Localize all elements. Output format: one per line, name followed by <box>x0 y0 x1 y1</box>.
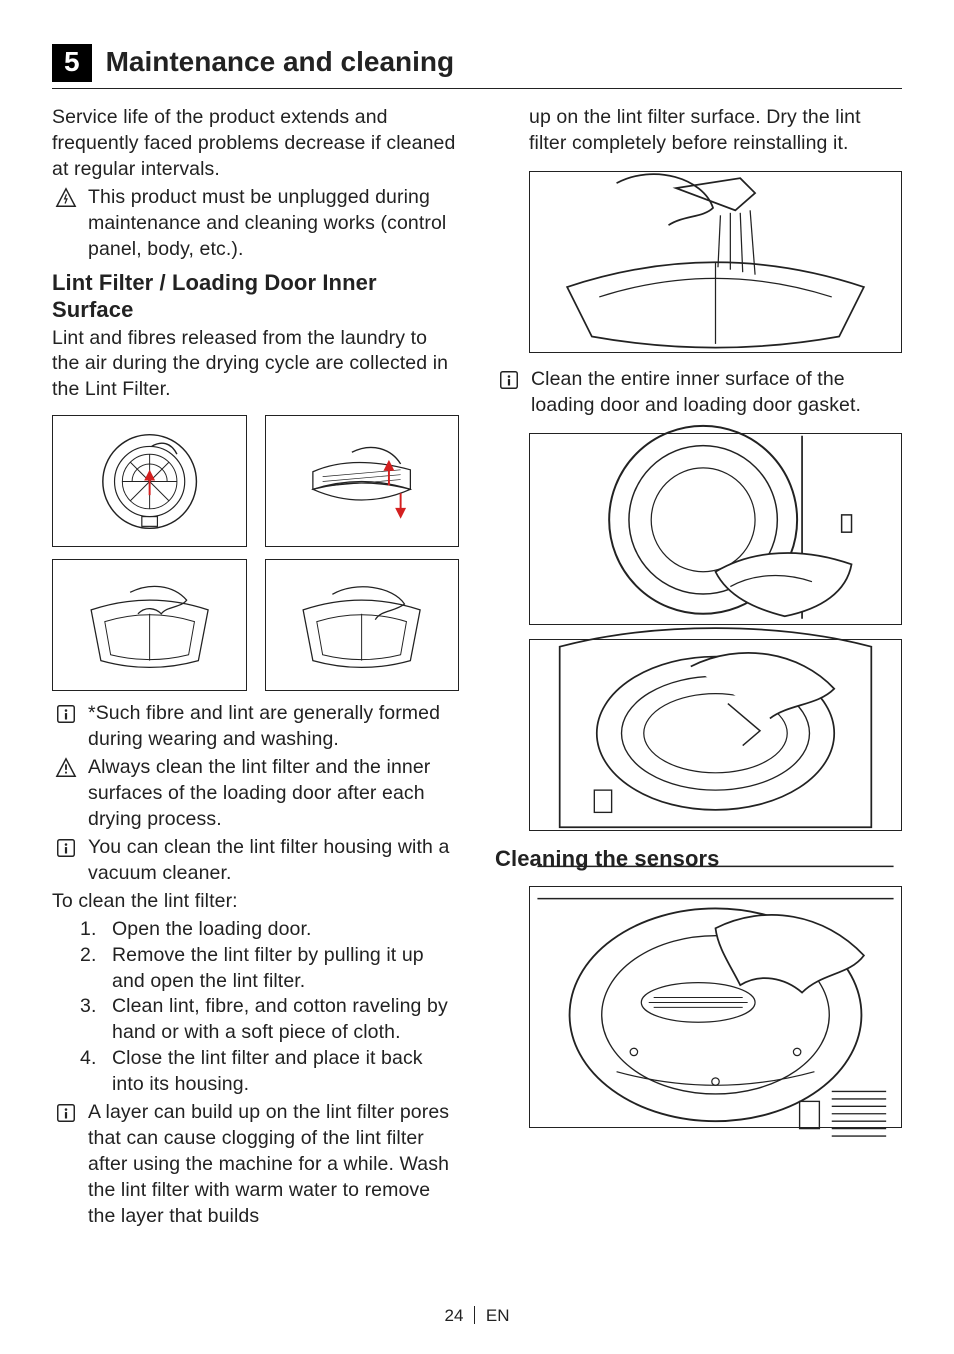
warning-text: This product must be unplugged during ma… <box>88 185 459 263</box>
subhead-lint-filter: Lint Filter / Loading Door Inner Surface <box>52 269 459 324</box>
lint-description: Lint and fibres released from the laundr… <box>52 326 459 404</box>
info-vacuum: You can clean the lint filter housing wi… <box>52 835 459 887</box>
illustration-row-2 <box>52 559 459 691</box>
page-number: 24 <box>444 1306 463 1325</box>
caution-icon <box>52 755 80 779</box>
warning-text: Always clean the lint filter and the inn… <box>88 755 459 833</box>
section-title: Maintenance and cleaning <box>106 48 455 76</box>
illustration-wipe-gasket <box>529 639 902 831</box>
illustration-filter-open <box>265 415 460 547</box>
electrical-hazard-icon <box>52 185 80 209</box>
cleaning-steps: 1.Open the loading door. 2.Remove the li… <box>52 917 459 1098</box>
info-layer-buildup: A layer can build up on the lint filter … <box>52 1100 459 1230</box>
info-text: *Such fibre and lint are generally forme… <box>88 701 459 753</box>
illustration-door-pull-filter <box>52 415 247 547</box>
warning-unplug: This product must be unplugged during ma… <box>52 185 459 263</box>
illustration-housing-1 <box>52 559 247 691</box>
info-icon <box>495 367 523 391</box>
illustration-clean-sensors <box>529 886 902 1128</box>
to-clean-heading: To clean the lint filter: <box>52 889 459 915</box>
page-language: EN <box>486 1306 510 1325</box>
step-1: 1.Open the loading door. <box>52 917 459 943</box>
warning-always-clean: Always clean the lint filter and the inn… <box>52 755 459 833</box>
column-right: up on the lint filter surface. Dry the l… <box>495 103 902 1232</box>
info-icon <box>52 1100 80 1124</box>
info-text: A layer can build up on the lint filter … <box>88 1100 459 1230</box>
page-footer: 24 EN <box>0 1306 954 1326</box>
illustration-wipe-door <box>529 433 902 625</box>
footer-separator <box>474 1306 475 1324</box>
intro-para: Service life of the product extends and … <box>52 105 459 183</box>
step-3: 3.Clean lint, fibre, and cotton raveling… <box>52 994 459 1046</box>
continuation: up on the lint filter surface. Dry the l… <box>495 105 902 157</box>
info-icon <box>52 701 80 725</box>
step-4: 4.Close the lint filter and place it bac… <box>52 1046 459 1098</box>
illustration-row-1 <box>52 415 459 547</box>
info-text: You can clean the lint filter housing wi… <box>88 835 459 887</box>
step-2: 2.Remove the lint filter by pulling it u… <box>52 943 459 995</box>
manual-page: 5 Maintenance and cleaning Service life … <box>0 0 954 1354</box>
illustration-wash-filter <box>529 171 902 353</box>
info-fibre-note: *Such fibre and lint are generally forme… <box>52 701 459 753</box>
section-header: 5 Maintenance and cleaning <box>52 44 902 89</box>
content-columns: Service life of the product extends and … <box>52 103 902 1232</box>
illustration-housing-2 <box>265 559 460 691</box>
section-number: 5 <box>52 44 92 82</box>
info-icon <box>52 835 80 859</box>
column-left: Service life of the product extends and … <box>52 103 459 1232</box>
